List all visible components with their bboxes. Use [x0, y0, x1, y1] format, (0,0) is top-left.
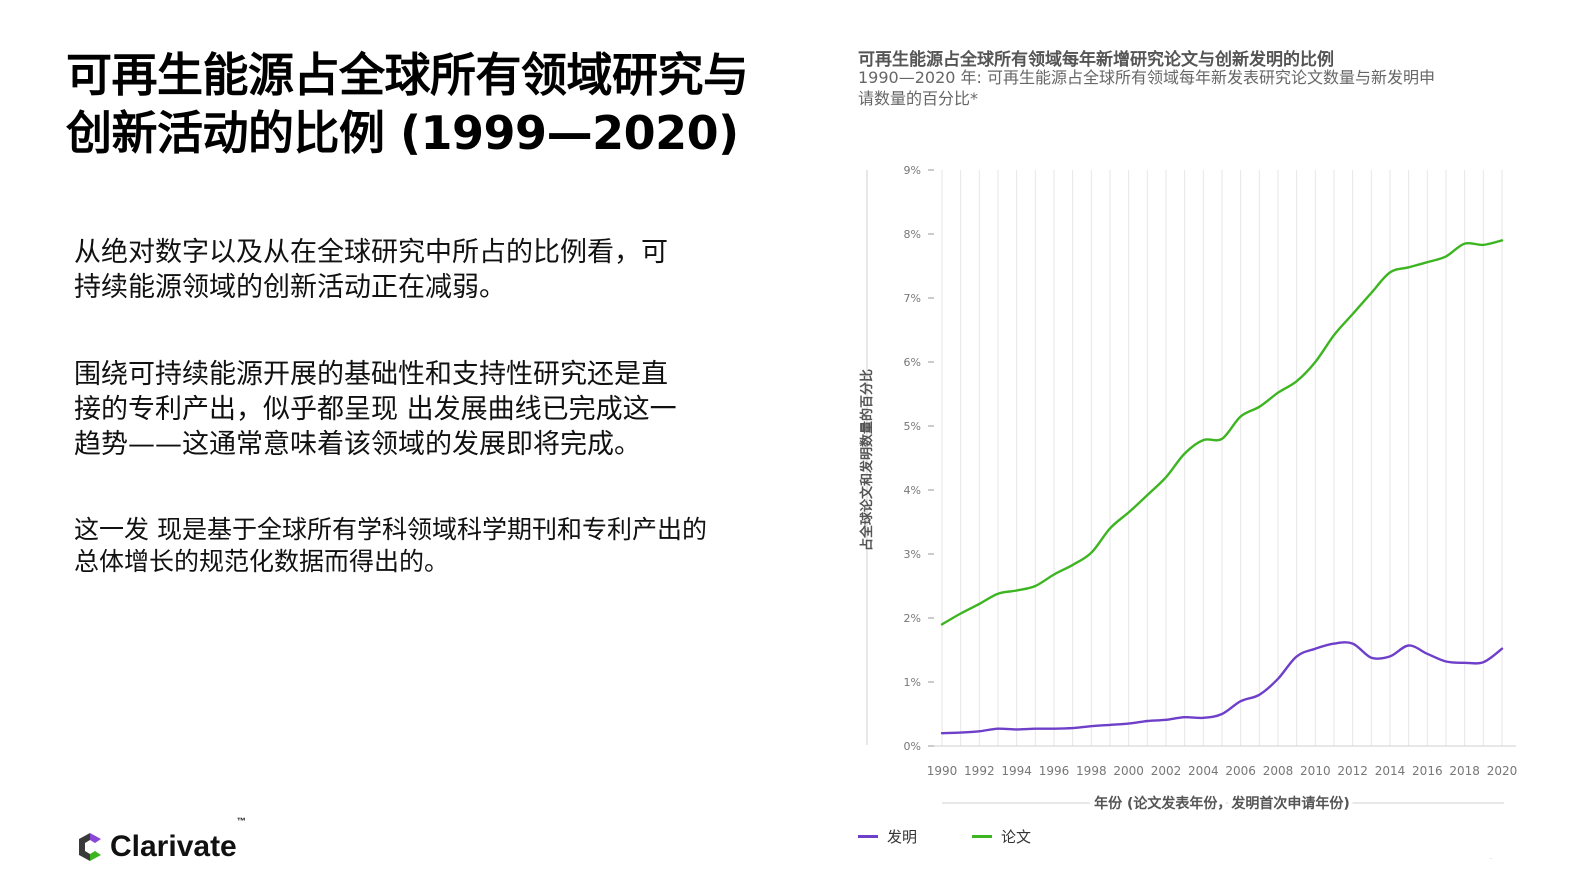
clarivate-logo-icon [79, 833, 101, 861]
x-tick-label: 2014 [1375, 764, 1406, 778]
paragraph-3-line-1: 这一发 现是基于全球所有学科领域科学期刊和专利产出的 [74, 515, 707, 544]
y-tick-label: 4% [904, 484, 921, 497]
x-tick-label: 2006 [1225, 764, 1256, 778]
x-tick-label: 2018 [1449, 764, 1480, 778]
y-tick-label: 8% [904, 228, 921, 241]
y-tick-label: 7% [904, 292, 921, 305]
x-tick-label: 2020 [1487, 764, 1518, 778]
x-tick-label: 2012 [1337, 764, 1368, 778]
paragraph-1-line-2: 持续能源领域的创新活动正在减弱。 [74, 272, 506, 303]
chart-subtitle-line-2: 请数量的百分比* [858, 89, 979, 108]
legend-item-paper: 论文 [972, 826, 1031, 847]
y-tick-label: 0% [904, 740, 921, 753]
legend-label-invention: 发明 [887, 828, 918, 846]
x-tick-label: 2010 [1300, 764, 1331, 778]
paragraph-1-line-1: 从绝对数字以及从在全球研究中所占的比例看，可 [74, 237, 668, 268]
chart-series [940, 239, 1504, 735]
x-tick-label: 1996 [1039, 764, 1070, 778]
chart-subtitle: 1990—2020 年: 可再生能源占全球所有领域每年新发表研究论文数量与新发明… [858, 67, 1528, 109]
paragraph-3: 这一发 现是基于全球所有学科领域科学期刊和专利产出的 总体增长的规范化数据而得出… [74, 514, 754, 578]
legend-item-invention: 发明 [858, 826, 917, 847]
logo-wordmark-text: Clarivate [110, 830, 237, 863]
legend-label-paper: 论文 [1001, 828, 1032, 846]
x-tick-label: 1998 [1076, 764, 1107, 778]
legend-swatch-invention [858, 835, 878, 838]
paragraph-3-line-2: 总体增长的规范化数据而得出的。 [74, 547, 450, 576]
y-tick-label: 2% [904, 612, 921, 625]
logo-wordmark: Clarivate ™ [110, 816, 246, 864]
y-axis-ticks: 0% 1% 2% 3% 4% 5% 6% 7% 8% 9% [904, 164, 934, 753]
y-tick-label: 3% [904, 548, 921, 561]
slide-title-line-1: 可再生能源占全球所有领域研究与 [66, 48, 749, 102]
x-tick-label: 1994 [1001, 764, 1032, 778]
paragraph-2-line-3: 趋势——这通常意味着该领域的发展即将完成。 [74, 429, 641, 460]
x-tick-label: 2016 [1412, 764, 1443, 778]
x-axis-label: 年份 (论文发表年份，发明首次申请年份) [1094, 795, 1350, 812]
paragraph-1: 从绝对数字以及从在全球研究中所占的比例看，可 持续能源领域的创新活动正在减弱。 [74, 235, 754, 305]
chart-title: 可再生能源占全球所有领域每年新增研究论文与创新发明的比例 [858, 50, 1334, 70]
y-tick-label: 1% [904, 676, 921, 689]
slide-title: 可再生能源占全球所有领域研究与 创新活动的比例 (1999—2020) [66, 46, 836, 162]
legend-swatch-paper [972, 835, 992, 838]
x-axis-ticks: 1990 1992 1994 1996 1998 2000 2002 2004 2006 2008… [927, 764, 1518, 778]
paragraph-2-line-1: 围绕可持续能源开展的基础性和支持性研究还是直 [74, 359, 668, 390]
y-tick-label: 5% [904, 420, 921, 433]
page-dot: · [1490, 856, 1492, 863]
y-tick-label: 6% [904, 356, 921, 369]
chart-grid [930, 170, 1516, 747]
y-axis-label: 占全球论文和发明数量的百分比 [859, 369, 875, 551]
y-tick-label: 9% [904, 164, 921, 177]
x-tick-label: 2004 [1188, 764, 1219, 778]
paragraph-2: 围绕可持续能源开展的基础性和支持性研究还是直 接的专利产出，似乎都呈现 出发展曲… [74, 357, 754, 462]
x-tick-label: 2002 [1151, 764, 1182, 778]
logo-trademark: ™ [236, 816, 246, 826]
x-tick-label: 1992 [964, 764, 995, 778]
x-tick-label: 2000 [1113, 764, 1144, 778]
x-tick-label: 1990 [927, 764, 958, 778]
slide-title-line-2: 创新活动的比例 (1999—2020) [66, 106, 739, 160]
x-tick-label: 2008 [1263, 764, 1294, 778]
clarivate-logo: Clarivate ™ [76, 816, 246, 864]
chart-subtitle-line-1: 1990—2020 年: 可再生能源占全球所有领域每年新发表研究论文数量与新发明… [858, 68, 1436, 87]
paragraph-2-line-2: 接的专利产出，似乎都呈现 出发展曲线已完成这一 [74, 394, 677, 425]
